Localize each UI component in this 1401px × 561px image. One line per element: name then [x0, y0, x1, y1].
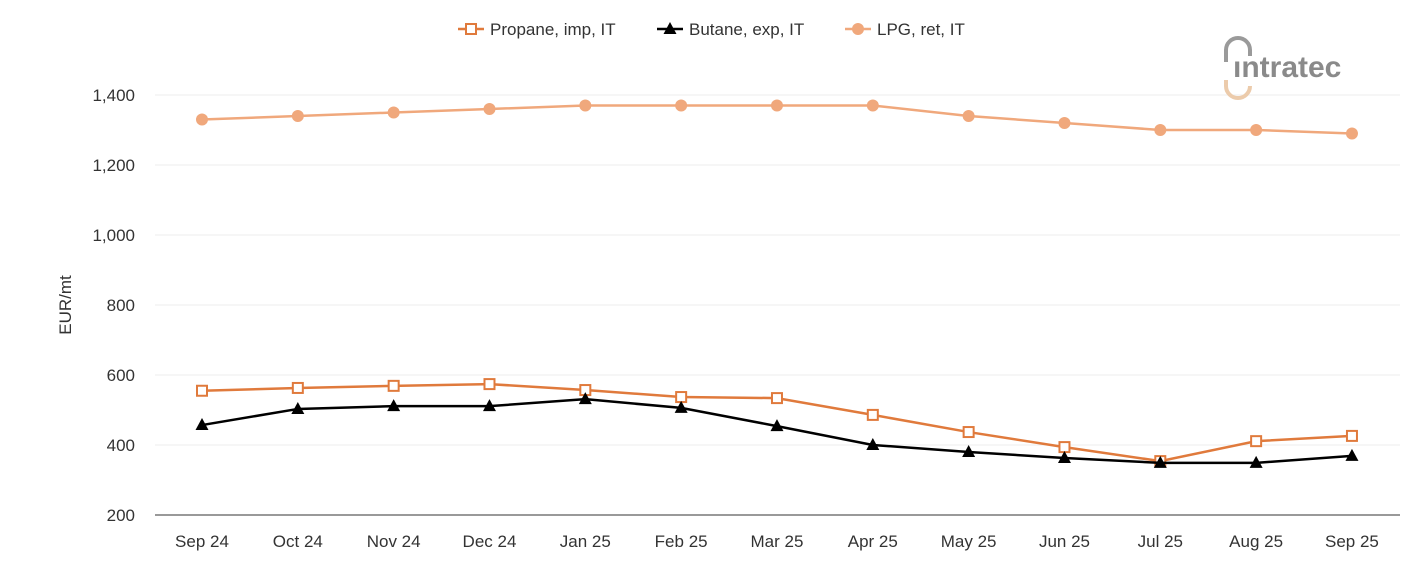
x-tick-label: Mar 25 — [751, 532, 804, 551]
x-tick-label: Dec 24 — [463, 532, 517, 551]
data-point — [195, 418, 209, 431]
intratec-logo: ıntratec — [1224, 36, 1341, 100]
gridlines — [155, 94, 1400, 446]
data-point — [387, 379, 400, 392]
data-point — [866, 99, 879, 112]
y-tick-label: 800 — [107, 296, 135, 315]
legend-item: Butane, exp, IT — [657, 20, 804, 39]
x-tick-label: Apr 25 — [848, 532, 898, 551]
data-point — [1345, 429, 1358, 442]
data-point — [770, 419, 784, 432]
legend-item: LPG, ret, IT — [845, 20, 965, 39]
data-point — [483, 378, 496, 391]
y-axis-label: EUR/mt — [56, 275, 75, 335]
data-point — [1154, 124, 1167, 136]
x-tick-label: Sep 25 — [1325, 532, 1379, 551]
data-point — [866, 408, 879, 421]
data-point — [1345, 448, 1359, 461]
data-point — [1058, 117, 1071, 129]
legend: Propane, imp, IT Butane, exp, IT LPG, ret,… — [458, 20, 965, 39]
data-point — [196, 113, 208, 126]
x-tick-label: May 25 — [941, 532, 997, 551]
series-1 — [195, 392, 1359, 468]
legend-marker — [852, 23, 864, 35]
x-tick-label: Sep 24 — [175, 532, 229, 551]
y-tick-label: 1,000 — [92, 226, 135, 245]
data-point — [674, 400, 688, 413]
y-tick-labels: 200 400 600 800 1,000 1,200 1,400 — [92, 86, 135, 525]
data-point — [1058, 441, 1071, 454]
y-tick-label: 1,400 — [92, 86, 135, 105]
data-point — [866, 438, 880, 450]
x-tick-labels: Sep 24 Oct 24 Nov 24 Dec 24 Jan 25 Feb 25 Mar … — [175, 532, 1379, 551]
y-tick-label: 200 — [107, 506, 135, 525]
data-point — [1249, 455, 1263, 468]
data-point — [291, 110, 304, 122]
data-point — [291, 381, 304, 394]
data-point — [1057, 450, 1071, 463]
data-point — [1345, 127, 1358, 140]
x-tick-label: Jul 25 — [1138, 532, 1183, 551]
x-tick-label: Aug 25 — [1229, 532, 1283, 551]
data-point — [770, 99, 783, 112]
data-point — [675, 99, 688, 112]
data-point — [387, 399, 401, 412]
y-tick-label: 1,200 — [92, 156, 135, 175]
legend-label: LPG, ret, IT — [877, 20, 965, 39]
data-point — [483, 103, 496, 115]
data-point — [578, 392, 592, 405]
y-tick-label: 400 — [107, 436, 135, 455]
svg-text:ıntratec: ıntratec — [1233, 51, 1341, 84]
data-point — [482, 399, 496, 412]
data-point — [291, 401, 305, 414]
data-point — [1153, 455, 1167, 468]
data-point — [675, 391, 688, 404]
x-tick-label: Oct 24 — [273, 532, 323, 551]
data-point — [579, 99, 592, 112]
series-2 — [196, 99, 1358, 140]
data-point — [196, 384, 208, 397]
data-point — [962, 445, 976, 457]
data-point — [770, 392, 783, 405]
data-point — [962, 426, 975, 439]
series-layer — [195, 99, 1359, 468]
y-tick-label: 600 — [107, 366, 135, 385]
x-tick-label: Feb 25 — [655, 532, 708, 551]
x-tick-label: Jun 25 — [1039, 532, 1090, 551]
legend-item: Propane, imp, IT — [458, 20, 616, 39]
data-point — [962, 110, 975, 122]
x-tick-label: Nov 24 — [367, 532, 421, 551]
legend-label: Butane, exp, IT — [689, 20, 804, 39]
legend-label: Propane, imp, IT — [490, 20, 616, 39]
legend-marker — [465, 23, 477, 35]
legend-marker — [663, 22, 677, 34]
data-point — [1250, 435, 1263, 448]
data-point — [387, 106, 400, 119]
x-tick-label: Jan 25 — [560, 532, 611, 551]
data-point — [1250, 124, 1263, 136]
